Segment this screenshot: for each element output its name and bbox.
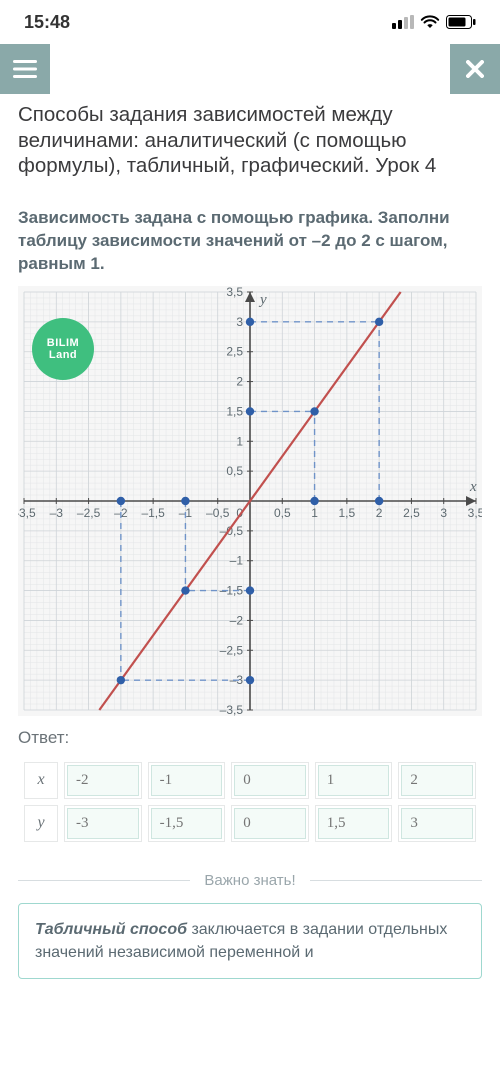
y-input-1[interactable] bbox=[151, 808, 223, 839]
svg-text:–1,5: –1,5 bbox=[141, 506, 165, 520]
svg-text:x: x bbox=[469, 479, 477, 495]
status-bar: 15:48 bbox=[0, 0, 500, 44]
y-input-4[interactable] bbox=[401, 808, 473, 839]
divider-label: Важно знать! bbox=[204, 872, 295, 889]
bilim-badge: BILIM Land bbox=[32, 318, 94, 380]
page-title: Способы задания зависимостей между велич… bbox=[18, 102, 482, 179]
hamburger-icon bbox=[13, 60, 37, 78]
menu-button[interactable] bbox=[0, 44, 50, 94]
svg-text:–2,5: –2,5 bbox=[220, 643, 244, 657]
answer-row-x: x bbox=[24, 762, 476, 799]
info-box: Табличный способ заключается в задании о… bbox=[18, 903, 482, 979]
badge-line2: Land bbox=[49, 349, 77, 361]
svg-text:–2: –2 bbox=[230, 613, 244, 627]
answer-label: Ответ: bbox=[18, 728, 482, 748]
x-input-2[interactable] bbox=[234, 765, 306, 796]
x-input-0[interactable] bbox=[67, 765, 139, 796]
svg-text:y: y bbox=[258, 292, 267, 308]
svg-text:2,5: 2,5 bbox=[226, 344, 243, 358]
y-input-0[interactable] bbox=[67, 808, 139, 839]
task-text: Зависимость задана с помощью графика. За… bbox=[18, 207, 482, 276]
divider-line-left bbox=[18, 880, 190, 881]
svg-text:–3,5: –3,5 bbox=[220, 703, 244, 716]
chart: BILIM Land –3,5 –3 –2,5 –2 –1,5 –1 –0,5 0,5 1 1,5… bbox=[18, 286, 482, 716]
svg-text:1,5: 1,5 bbox=[226, 404, 243, 418]
app-bar bbox=[0, 44, 500, 94]
wifi-icon bbox=[420, 15, 440, 29]
x-input-3[interactable] bbox=[318, 765, 390, 796]
svg-text:3: 3 bbox=[236, 315, 243, 329]
status-time: 15:48 bbox=[24, 12, 70, 33]
signal-icon bbox=[392, 15, 414, 29]
close-button[interactable] bbox=[450, 44, 500, 94]
svg-text:–3,5: –3,5 bbox=[18, 506, 36, 520]
x-input-4[interactable] bbox=[401, 765, 473, 796]
svg-text:3,5: 3,5 bbox=[226, 286, 243, 299]
info-lead: Табличный способ bbox=[35, 921, 187, 938]
status-icons bbox=[392, 15, 476, 29]
svg-text:0,5: 0,5 bbox=[226, 464, 243, 478]
row-label-y: y bbox=[24, 805, 58, 842]
svg-text:3,5: 3,5 bbox=[468, 506, 482, 520]
svg-text:2,5: 2,5 bbox=[403, 506, 420, 520]
x-input-1[interactable] bbox=[151, 765, 223, 796]
svg-text:–3: –3 bbox=[50, 506, 64, 520]
svg-text:3: 3 bbox=[440, 506, 447, 520]
svg-text:–1: –1 bbox=[230, 553, 244, 567]
svg-text:–0,5: –0,5 bbox=[206, 506, 230, 520]
content: Способы задания зависимостей между велич… bbox=[0, 94, 500, 979]
svg-text:2: 2 bbox=[236, 374, 243, 388]
svg-text:1: 1 bbox=[311, 506, 318, 520]
y-input-2[interactable] bbox=[234, 808, 306, 839]
svg-text:1: 1 bbox=[236, 434, 243, 448]
row-label-x: x bbox=[24, 762, 58, 799]
badge-line1: BILIM bbox=[47, 337, 79, 349]
close-icon bbox=[466, 60, 484, 78]
answer-table: x y bbox=[18, 756, 482, 848]
y-input-3[interactable] bbox=[318, 808, 390, 839]
section-divider: Важно знать! bbox=[18, 872, 482, 889]
svg-text:–2,5: –2,5 bbox=[77, 506, 101, 520]
divider-line-right bbox=[310, 880, 482, 881]
answer-row-y: y bbox=[24, 805, 476, 842]
svg-text:0,5: 0,5 bbox=[274, 506, 291, 520]
battery-icon bbox=[446, 15, 476, 29]
svg-text:1,5: 1,5 bbox=[339, 506, 356, 520]
svg-text:2: 2 bbox=[376, 506, 383, 520]
